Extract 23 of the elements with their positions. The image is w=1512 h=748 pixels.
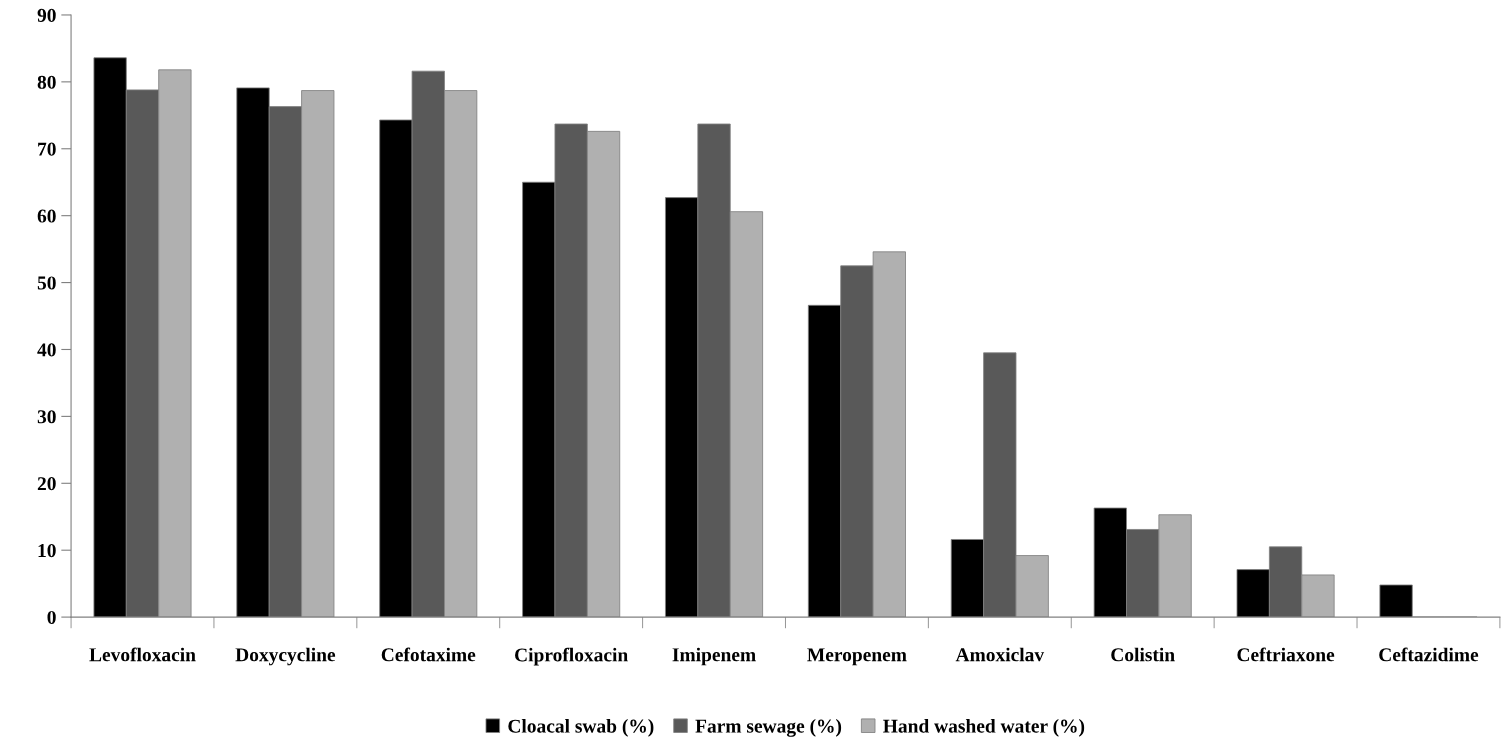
x-tick-label: Colistin <box>1111 647 1175 662</box>
y-tick-label: 0 <box>47 610 56 625</box>
y-tick-label: 70 <box>38 142 56 156</box>
y-tick-label: 60 <box>37 209 56 223</box>
x-tick-label: Ceftazidime <box>1379 647 1479 662</box>
x-tick-label: Ceftriaxone <box>1237 647 1335 662</box>
y-tick-label: 80 <box>37 75 56 89</box>
y-tick-label: 40 <box>37 343 56 357</box>
y-tick-label: 20 <box>37 477 56 491</box>
x-tick-label: Cefotaxime <box>381 647 476 662</box>
x-tick-label: Doxycycline <box>235 647 336 666</box>
y-tick-label: 50 <box>37 276 56 290</box>
legend-label: Farm sewage (%) <box>695 719 842 737</box>
y-tick-label: 90 <box>37 8 56 22</box>
x-tick-label: Ciprofloxacin <box>515 647 628 666</box>
y-tick-label: 30 <box>37 410 56 424</box>
legend-label: Cloacal swab (%) <box>508 719 654 737</box>
x-tick-label: Imipenem <box>672 647 756 666</box>
y-tick-label: 10 <box>38 544 56 558</box>
x-tick-label: Levofloxacin <box>89 647 196 662</box>
x-tick-label: Meropenem <box>807 648 907 666</box>
x-tick-label: Amoxiclav <box>955 647 1045 662</box>
legend-label: Hand washed water (%) <box>883 719 1085 737</box>
